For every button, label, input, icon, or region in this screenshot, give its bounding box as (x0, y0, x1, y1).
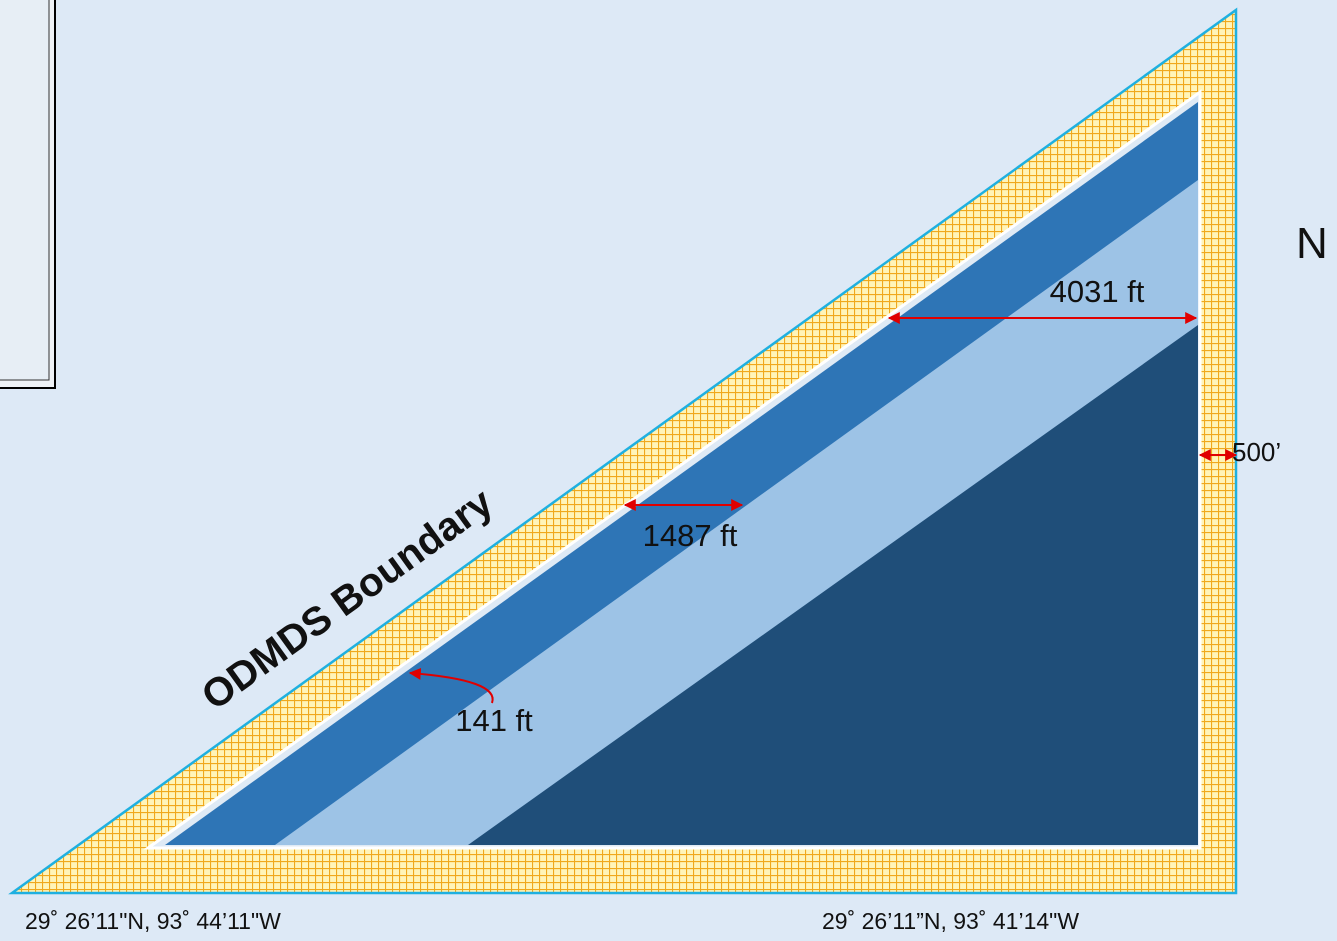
map-inset-frame (0, 0, 49, 380)
side-text: N (1296, 219, 1328, 268)
dimension-label: 1487 ft (643, 518, 738, 553)
dimension-label: 4031 ft (1050, 274, 1145, 309)
dimension-label: 500’ (1232, 437, 1281, 467)
coordinate-label: 29˚ 26’11"N, 93˚ 44’11"W (25, 908, 281, 934)
coordinate-label: 29˚ 26’11”N, 93˚ 41’14"W (822, 908, 1079, 934)
page: 4031 ft 1487 ft 141 ft 500’ ODMDS Bounda… (0, 0, 1337, 941)
dimension-label: 141 ft (455, 703, 533, 738)
diagram: 4031 ft 1487 ft 141 ft 500’ ODMDS Bounda… (0, 0, 1337, 941)
